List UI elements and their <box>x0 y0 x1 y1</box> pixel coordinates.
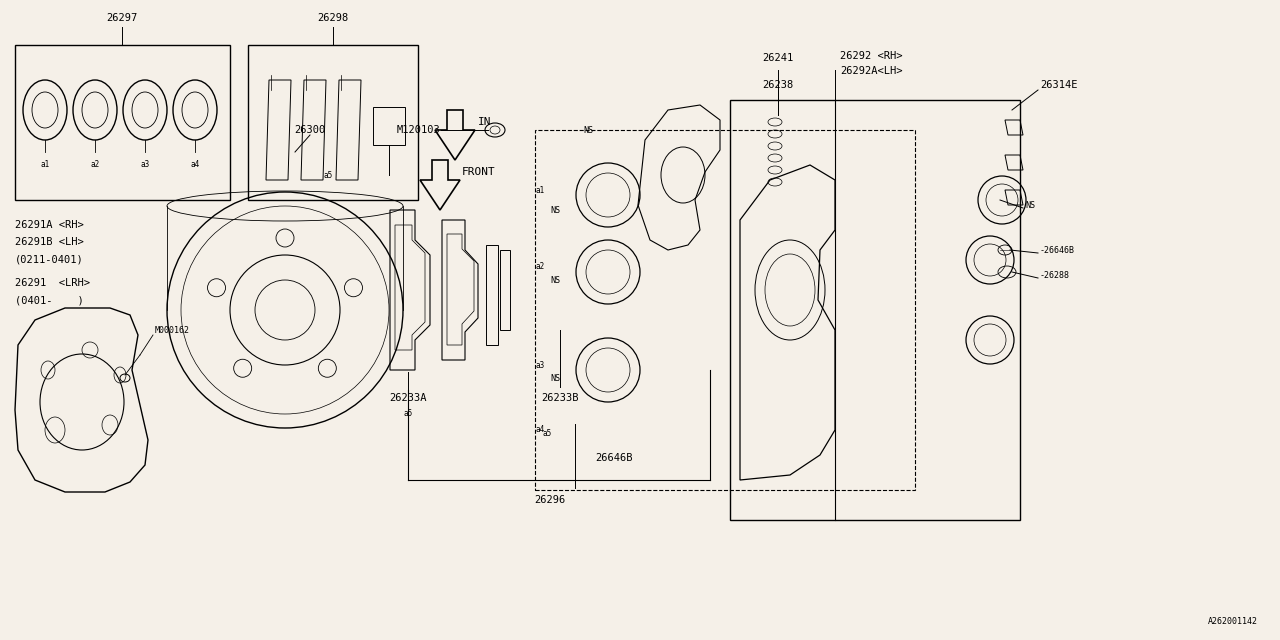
Text: 26241: 26241 <box>763 53 794 63</box>
Text: -26288: -26288 <box>1039 271 1070 280</box>
Text: a4: a4 <box>535 426 544 435</box>
Text: NS: NS <box>550 275 561 285</box>
Text: a3: a3 <box>535 360 544 369</box>
Bar <box>730 100 1020 520</box>
Text: 26646B: 26646B <box>595 453 632 463</box>
Text: a4: a4 <box>191 159 200 168</box>
Text: NS: NS <box>1025 200 1036 209</box>
Text: a5: a5 <box>543 429 552 438</box>
Text: a1: a1 <box>41 159 50 168</box>
Text: 26233A: 26233A <box>389 393 426 403</box>
Text: 26291  <LRH>: 26291 <LRH> <box>15 278 90 288</box>
Text: a2: a2 <box>535 262 544 271</box>
Text: (0211-0401): (0211-0401) <box>15 254 83 264</box>
Text: NS: NS <box>582 125 593 134</box>
Text: 26291B <LH>: 26291B <LH> <box>15 237 83 247</box>
Text: 26298: 26298 <box>317 13 348 23</box>
Text: NS: NS <box>550 205 561 214</box>
Text: A262001142: A262001142 <box>1208 618 1258 627</box>
Text: 26292 <RH>: 26292 <RH> <box>840 51 902 61</box>
Text: 26297: 26297 <box>106 13 138 23</box>
Text: a5: a5 <box>324 170 333 179</box>
Text: M120103: M120103 <box>397 125 440 135</box>
Text: 26292A<LH>: 26292A<LH> <box>840 66 902 76</box>
Text: -26646B: -26646B <box>1039 246 1075 255</box>
Text: 26291A <RH>: 26291A <RH> <box>15 220 83 230</box>
Text: FRONT: FRONT <box>462 167 495 177</box>
Text: 26296: 26296 <box>534 495 566 505</box>
Text: (0401-    ): (0401- ) <box>15 295 83 305</box>
Text: a3: a3 <box>141 159 150 168</box>
Text: 26314E: 26314E <box>1039 80 1078 90</box>
Bar <box>15 45 230 200</box>
Bar <box>372 107 404 145</box>
Text: 26233B: 26233B <box>541 393 579 403</box>
Text: a1: a1 <box>535 186 544 195</box>
Text: 26300: 26300 <box>294 125 325 135</box>
Text: a5: a5 <box>403 410 412 419</box>
Bar <box>248 45 419 200</box>
Text: IN: IN <box>477 117 492 127</box>
Text: M000162: M000162 <box>155 326 189 335</box>
Text: 26238: 26238 <box>763 80 794 90</box>
Text: a2: a2 <box>91 159 100 168</box>
Text: NS: NS <box>550 374 561 383</box>
Bar <box>535 130 915 490</box>
